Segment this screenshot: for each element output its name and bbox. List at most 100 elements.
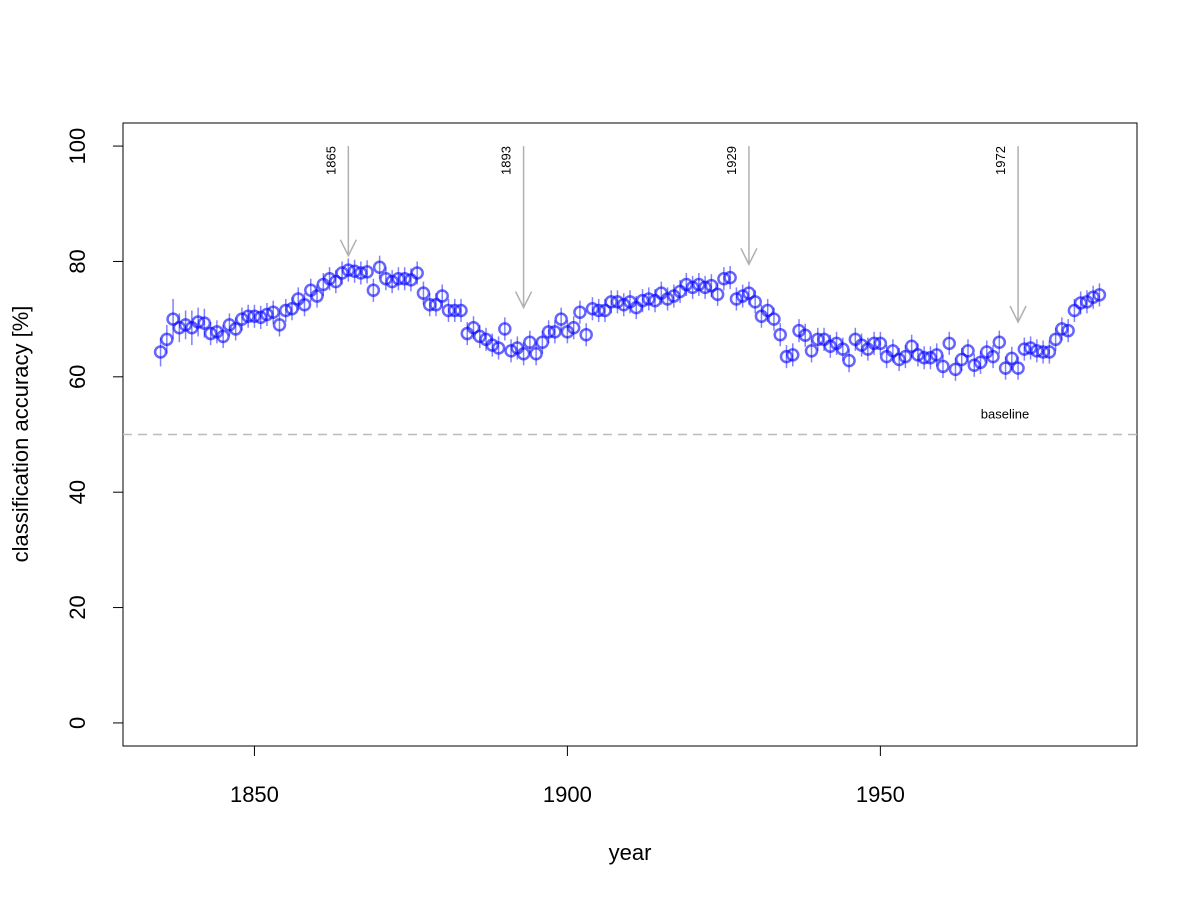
point [523, 335, 537, 349]
point [961, 344, 975, 358]
point [911, 348, 925, 362]
point [322, 272, 337, 286]
point [785, 348, 800, 362]
arrow-head [339, 239, 358, 258]
point [804, 344, 819, 358]
point [216, 329, 230, 344]
point [998, 361, 1013, 375]
point [310, 289, 324, 303]
point [516, 346, 531, 361]
point [917, 351, 931, 365]
point [579, 327, 593, 342]
point [260, 307, 274, 322]
point [610, 295, 625, 309]
point [823, 339, 838, 353]
point [604, 295, 618, 309]
point [366, 283, 381, 298]
point [742, 286, 756, 300]
point [485, 338, 500, 352]
point [441, 303, 456, 318]
arrow-head [1009, 305, 1027, 324]
point [498, 322, 512, 336]
y-tick-label: 100 [65, 128, 90, 165]
point [573, 305, 587, 319]
x-tick-label: 1900 [543, 782, 592, 807]
point [598, 303, 612, 318]
point [679, 277, 694, 292]
point [535, 335, 550, 349]
point [172, 321, 187, 335]
y-axis-label: classification accuracy [%] [8, 306, 33, 563]
point [873, 336, 888, 351]
point [1036, 345, 1050, 359]
point [973, 355, 988, 370]
point [491, 341, 506, 355]
point [347, 264, 362, 279]
point [936, 359, 950, 374]
point [811, 332, 825, 347]
point [1042, 345, 1057, 359]
point [247, 309, 262, 323]
point [466, 321, 481, 335]
point [886, 344, 900, 358]
point [1055, 322, 1069, 336]
point [992, 335, 1007, 349]
point [942, 336, 956, 351]
point [166, 312, 180, 326]
point [842, 353, 856, 368]
point [429, 297, 443, 312]
point [760, 303, 775, 318]
point [548, 325, 562, 339]
point [1030, 344, 1044, 358]
point [354, 266, 368, 280]
x-axis-label: year [609, 840, 652, 865]
point [948, 362, 963, 377]
point [1023, 341, 1038, 355]
point [698, 280, 712, 295]
point [591, 303, 606, 318]
point [1086, 290, 1100, 304]
annotation-label: 1972 [993, 146, 1008, 175]
arrow-head [514, 291, 533, 310]
point [447, 303, 462, 318]
point [410, 266, 424, 280]
point [1017, 342, 1032, 356]
point [867, 336, 881, 351]
y-tick-label: 60 [65, 365, 90, 389]
point [541, 325, 556, 339]
point [235, 312, 249, 326]
point [504, 344, 518, 358]
y-tick-label: 20 [65, 595, 90, 619]
point [635, 293, 650, 308]
point [798, 328, 813, 343]
point [422, 297, 437, 312]
point [767, 312, 781, 326]
annotation-label: 1929 [724, 146, 739, 175]
point [1011, 361, 1025, 375]
point [272, 318, 287, 332]
point [923, 351, 938, 365]
point [986, 349, 1000, 364]
point [566, 321, 581, 335]
point [416, 286, 431, 300]
annotation-label: 1865 [323, 146, 338, 175]
y-tick-label: 0 [65, 717, 90, 729]
point [1005, 351, 1019, 366]
point [473, 329, 487, 344]
annotation-label: 1893 [499, 146, 514, 175]
point [1073, 296, 1088, 310]
point [435, 289, 449, 303]
point [153, 345, 168, 359]
point [1061, 323, 1075, 338]
arrow-head [740, 247, 758, 267]
point [372, 260, 387, 274]
point [160, 332, 174, 347]
point [898, 349, 913, 364]
point [748, 295, 762, 309]
point [285, 301, 299, 316]
point [729, 292, 744, 306]
point [329, 274, 343, 289]
point [773, 327, 787, 342]
point [554, 312, 568, 326]
point [616, 297, 631, 312]
